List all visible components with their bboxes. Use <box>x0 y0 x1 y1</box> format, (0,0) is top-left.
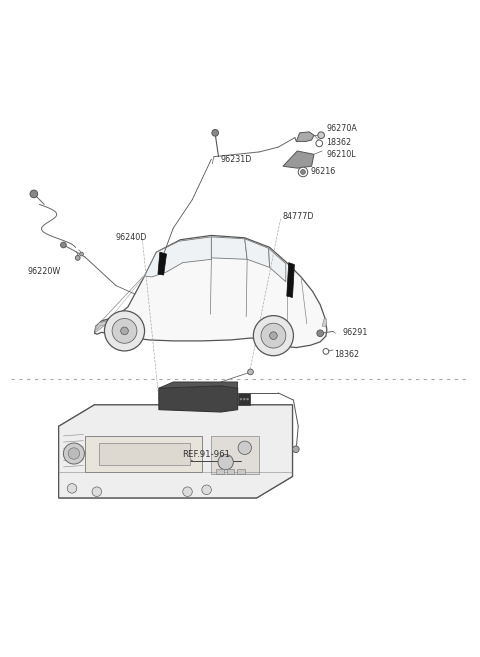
Circle shape <box>68 448 80 459</box>
Circle shape <box>218 455 233 470</box>
Text: 96240D: 96240D <box>116 233 147 242</box>
Circle shape <box>247 398 249 400</box>
Circle shape <box>300 170 305 174</box>
Polygon shape <box>211 237 247 260</box>
Circle shape <box>75 256 80 260</box>
Circle shape <box>240 398 242 400</box>
Polygon shape <box>283 151 314 168</box>
Circle shape <box>316 140 323 147</box>
Polygon shape <box>59 405 292 498</box>
Circle shape <box>105 311 144 351</box>
Text: 96270A: 96270A <box>327 124 358 133</box>
Circle shape <box>243 398 245 400</box>
Circle shape <box>270 332 277 340</box>
Circle shape <box>317 330 324 336</box>
Circle shape <box>323 349 329 354</box>
Circle shape <box>183 487 192 497</box>
Circle shape <box>212 129 218 136</box>
Polygon shape <box>159 386 238 412</box>
Text: 96231D: 96231D <box>221 154 252 164</box>
Circle shape <box>92 487 102 497</box>
Circle shape <box>202 485 211 495</box>
Polygon shape <box>238 393 250 405</box>
Polygon shape <box>144 237 211 277</box>
Polygon shape <box>95 235 327 348</box>
Polygon shape <box>322 319 327 327</box>
Circle shape <box>248 369 253 374</box>
Text: 18362: 18362 <box>326 139 351 147</box>
Polygon shape <box>85 436 202 472</box>
Text: 96216: 96216 <box>311 168 336 177</box>
Circle shape <box>120 327 128 334</box>
Text: 18362: 18362 <box>335 350 360 359</box>
Circle shape <box>80 252 84 256</box>
Text: REF.91-961: REF.91-961 <box>182 451 231 459</box>
Text: 84777D: 84777D <box>283 212 314 221</box>
Polygon shape <box>211 436 259 474</box>
Text: 96220W: 96220W <box>28 267 61 276</box>
Polygon shape <box>96 320 111 329</box>
Polygon shape <box>59 405 292 498</box>
Circle shape <box>261 323 286 348</box>
Bar <box>237 469 245 474</box>
Polygon shape <box>269 248 286 282</box>
Circle shape <box>63 443 84 464</box>
Circle shape <box>253 315 293 355</box>
Circle shape <box>298 167 308 177</box>
Text: 96291: 96291 <box>343 328 368 337</box>
Polygon shape <box>245 238 270 267</box>
Bar <box>216 469 224 474</box>
Text: 96210L: 96210L <box>327 150 357 159</box>
Polygon shape <box>296 132 314 141</box>
Circle shape <box>112 319 137 344</box>
Circle shape <box>238 441 252 455</box>
Polygon shape <box>158 252 167 275</box>
Circle shape <box>30 190 37 198</box>
Circle shape <box>67 484 77 493</box>
Polygon shape <box>159 382 238 388</box>
Circle shape <box>318 132 324 139</box>
Circle shape <box>60 242 66 248</box>
Polygon shape <box>95 318 115 332</box>
Polygon shape <box>287 263 294 298</box>
Circle shape <box>292 446 299 453</box>
Polygon shape <box>99 443 190 464</box>
Bar <box>227 469 234 474</box>
